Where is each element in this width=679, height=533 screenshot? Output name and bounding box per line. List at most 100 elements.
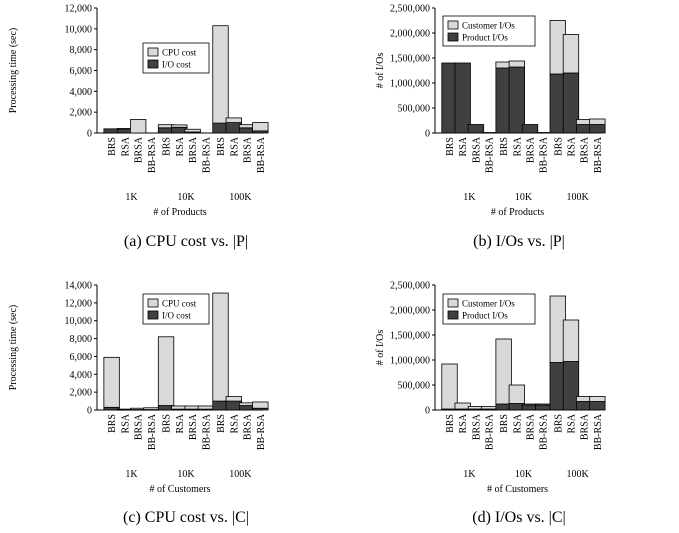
x-group-label: 100K bbox=[229, 469, 252, 480]
x-category-label: BB-RSA bbox=[147, 136, 158, 173]
x-group-label: 10K bbox=[515, 469, 533, 480]
x-category-label: RSA bbox=[229, 136, 240, 156]
x-category-label: BRSA bbox=[134, 413, 145, 440]
bar-lower bbox=[480, 132, 498, 134]
x-category-label: BRSA bbox=[243, 136, 254, 163]
x-group-label: 10K bbox=[177, 192, 195, 203]
bar-upper bbox=[441, 363, 458, 410]
legend-label: CPU cost bbox=[162, 48, 197, 58]
x-category-label: BB-RSA bbox=[256, 136, 267, 173]
bar-lower bbox=[508, 66, 525, 134]
legend-swatch bbox=[147, 59, 159, 69]
y-tick-label: 8,000 bbox=[70, 334, 93, 345]
caption-a: (a) CPU cost vs. |P| bbox=[124, 233, 248, 250]
bar-upper bbox=[225, 396, 242, 402]
x-category-label: BRSA bbox=[580, 136, 591, 163]
x-category-label: BRSA bbox=[471, 136, 482, 163]
y-tick-label: 0 bbox=[87, 129, 92, 140]
plot-a: 0 2,000 4,000 6,000 8,000 10,000 12,000 Process… bbox=[8, 4, 269, 218]
legend-label: I/O cost bbox=[162, 60, 191, 70]
x-category-label: RSA bbox=[512, 413, 523, 433]
x-group-label: 100K bbox=[566, 469, 589, 480]
legend-label: Product I/Os bbox=[462, 33, 508, 43]
x-category-label: BRS bbox=[553, 414, 564, 433]
x-category-label: BB-RSA bbox=[593, 413, 604, 450]
bar-upper bbox=[252, 122, 269, 132]
panel-a: 0 2,000 4,000 6,000 8,000 10,000 12,000 Process… bbox=[8, 4, 269, 250]
x-group-label: 100K bbox=[566, 192, 589, 203]
panel-c: 0 2,000 4,000 6,000 8,000 10,000 12,000 14,000 P… bbox=[8, 281, 269, 526]
y-tick-label: 2,500,000 bbox=[390, 4, 430, 15]
legend-label: Customer I/Os bbox=[462, 21, 515, 31]
x-category-label: BRS bbox=[445, 137, 456, 156]
x-category-label: BRS bbox=[162, 137, 173, 156]
x-category-label: BRS bbox=[553, 137, 564, 156]
bar-upper bbox=[197, 405, 215, 410]
x-category-label: BRS bbox=[216, 414, 227, 433]
x-category-label: BRS bbox=[445, 414, 456, 433]
x-category-label: BRSA bbox=[526, 136, 537, 163]
legend-swatch bbox=[447, 310, 459, 320]
legend-swatch bbox=[447, 32, 459, 42]
caption-c: (c) CPU cost vs. |C| bbox=[123, 509, 249, 526]
y-tick-label: 500,000 bbox=[398, 381, 431, 392]
y-axis-label: Processing time (sec) bbox=[8, 28, 19, 114]
bar-lower bbox=[454, 62, 471, 134]
x-category-label: RSA bbox=[229, 413, 240, 433]
bar-upper bbox=[103, 356, 120, 408]
x-category-label: BB-RSA bbox=[201, 413, 212, 450]
bar-upper bbox=[252, 401, 269, 409]
bar-upper bbox=[562, 34, 580, 74]
x-category-label: BRS bbox=[499, 414, 510, 433]
x-category-label: RSA bbox=[175, 136, 186, 156]
bar-upper bbox=[171, 124, 188, 128]
bar-lower bbox=[589, 401, 606, 411]
legend-label: Product I/Os bbox=[462, 311, 508, 321]
bar-upper bbox=[508, 60, 525, 68]
bar-upper bbox=[589, 396, 606, 402]
y-tick-label: 0 bbox=[87, 406, 92, 417]
x-category-label: RSA bbox=[175, 413, 186, 433]
x-category-label: RSA bbox=[120, 413, 131, 433]
legend-swatch bbox=[447, 20, 459, 30]
x-category-label: RSA bbox=[512, 136, 523, 156]
legend-swatch bbox=[147, 310, 159, 320]
bar-lower bbox=[535, 404, 552, 411]
x-axis-label: # of Products bbox=[153, 207, 206, 218]
y-tick-label: 1,500,000 bbox=[390, 331, 430, 342]
x-category-label: BRSA bbox=[243, 413, 254, 440]
bar-upper bbox=[157, 336, 175, 406]
x-category-label: RSA bbox=[566, 136, 577, 156]
plot-c: 0 2,000 4,000 6,000 8,000 10,000 12,000 14,000 P… bbox=[8, 281, 269, 495]
x-group-label: 1K bbox=[125, 192, 138, 203]
x-category-label: BRS bbox=[107, 414, 118, 433]
y-tick-label: 10,000 bbox=[65, 24, 93, 35]
bar-lower bbox=[535, 132, 552, 134]
y-tick-label: 500,000 bbox=[398, 104, 431, 115]
bar-lower bbox=[521, 124, 539, 134]
x-category-label: BRSA bbox=[188, 413, 199, 440]
y-tick-label: 1,000,000 bbox=[390, 356, 430, 367]
y-tick-label: 8,000 bbox=[70, 45, 93, 56]
x-group-label: 1K bbox=[463, 469, 476, 480]
bar-lower bbox=[467, 124, 485, 134]
y-tick-label: 12,000 bbox=[65, 298, 93, 309]
x-category-label: BB-RSA bbox=[201, 136, 212, 173]
x-category-label: BRSA bbox=[580, 413, 591, 440]
x-group-label: 1K bbox=[463, 192, 476, 203]
x-category-label: BRSA bbox=[471, 413, 482, 440]
y-tick-label: 2,000,000 bbox=[390, 29, 430, 40]
x-category-label: BB-RSA bbox=[485, 136, 496, 173]
x-group-label: 10K bbox=[515, 192, 533, 203]
plot-b: 0 500,000 1,000,000 1,500,000 2,000,000 2,500… bbox=[375, 4, 606, 218]
panel-d: 0 500,000 1,000,000 1,500,000 2,000,000 2,500… bbox=[375, 281, 606, 526]
x-axis-label: # of Products bbox=[491, 207, 544, 218]
y-tick-label: 1,000,000 bbox=[390, 79, 430, 90]
x-category-label: BB-RSA bbox=[539, 136, 550, 173]
x-category-label: BRS bbox=[162, 414, 173, 433]
bar-upper bbox=[535, 403, 552, 406]
y-axis-label: Processing time (sec) bbox=[8, 305, 19, 391]
y-tick-label: 14,000 bbox=[65, 281, 93, 292]
x-category-label: BRSA bbox=[526, 413, 537, 440]
